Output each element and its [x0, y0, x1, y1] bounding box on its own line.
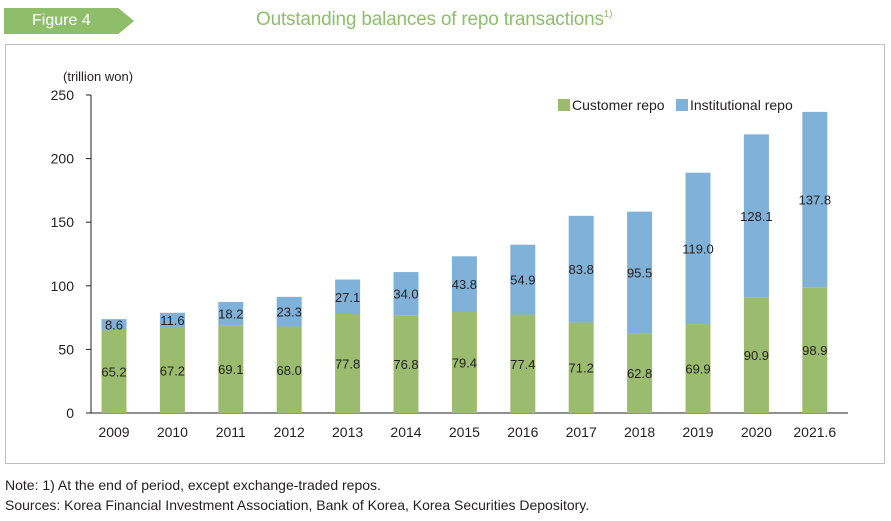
data-label-institutional-repo: 8.6 — [105, 318, 123, 333]
x-tick-label: 2010 — [157, 424, 188, 440]
x-tick-label: 2019 — [682, 424, 713, 440]
y-unit-label: (trillion won) — [63, 69, 133, 84]
data-label-customer-repo: 76.8 — [393, 357, 418, 372]
y-tick-label: 100 — [51, 278, 75, 294]
bar-customer-repo — [451, 312, 477, 413]
bar-customer-repo — [276, 326, 302, 413]
y-tick-label: 200 — [51, 151, 75, 167]
x-tick-label: 2009 — [98, 424, 129, 440]
legend-label: Customer repo — [572, 97, 665, 113]
bar-customer-repo — [510, 314, 536, 413]
axes: 0 50 100 150 200 250 — [51, 87, 848, 421]
x-tick-label: 2018 — [624, 424, 655, 440]
data-label-customer-repo: 69.1 — [218, 362, 243, 377]
bar-institutional-repo — [451, 256, 477, 313]
legend: Customer repo Institutional repo — [558, 97, 793, 113]
data-label-institutional-repo: 43.8 — [452, 277, 477, 292]
y-tick-label: 50 — [58, 341, 74, 357]
footnote: Note: 1) At the end of period, except ex… — [5, 477, 381, 493]
x-tick-label: 2015 — [449, 424, 480, 440]
x-tick-label: 2016 — [507, 424, 538, 440]
data-label-institutional-repo: 18.2 — [218, 307, 243, 322]
chart-frame — [5, 44, 885, 464]
data-label-customer-repo: 62.8 — [627, 366, 652, 381]
bar-customer-repo — [101, 330, 127, 413]
y-tick-label: 150 — [51, 214, 75, 230]
bars: 65.2 8.6 2009 67.2 11.6 2010 69.1 18.2 2011 68.0 2… — [98, 111, 836, 440]
bar-institutional-repo — [159, 312, 185, 328]
x-tick-label: 2017 — [566, 424, 597, 440]
bar-institutional-repo — [802, 111, 828, 288]
bar-customer-repo — [159, 327, 185, 413]
bar-institutional-repo — [335, 279, 361, 315]
data-label-customer-repo: 71.2 — [569, 361, 594, 376]
bar-customer-repo — [627, 333, 653, 413]
data-label-institutional-repo: 95.5 — [627, 265, 652, 280]
data-label-customer-repo: 69.9 — [685, 362, 710, 377]
data-label-customer-repo: 79.4 — [452, 356, 477, 371]
x-tick-label: 2014 — [390, 424, 421, 440]
data-label-institutional-repo: 54.9 — [510, 273, 535, 288]
chart-title: Outstanding balances of repo transaction… — [256, 9, 613, 30]
bar-institutional-repo — [218, 301, 244, 326]
bar-customer-repo — [802, 287, 828, 413]
x-tick-label: 2013 — [332, 424, 363, 440]
data-label-customer-repo: 65.2 — [101, 365, 126, 380]
legend-swatch — [676, 99, 688, 111]
x-tick-label: 2021.6 — [793, 424, 836, 440]
x-tick-label: 2020 — [741, 424, 772, 440]
bar-institutional-repo — [393, 272, 419, 316]
bar-customer-repo — [568, 322, 594, 413]
title-footnote-mark: 1) — [603, 9, 613, 20]
bar-institutional-repo — [510, 244, 536, 315]
bar-institutional-repo — [276, 296, 302, 327]
data-label-institutional-repo: 11.6 — [160, 313, 184, 328]
data-label-customer-repo: 68.0 — [277, 363, 302, 378]
bar-customer-repo — [743, 297, 769, 413]
data-label-customer-repo: 67.2 — [160, 363, 185, 378]
data-label-institutional-repo: 128.1 — [740, 209, 773, 224]
figure-label: Figure 4 — [4, 8, 134, 34]
bar-customer-repo — [685, 324, 711, 413]
y-tick-label: 0 — [66, 405, 74, 421]
bar-customer-repo — [393, 315, 419, 413]
bar-institutional-repo — [627, 211, 653, 334]
data-label-institutional-repo: 34.0 — [393, 287, 418, 302]
data-label-customer-repo: 98.9 — [802, 343, 827, 358]
bar-customer-repo — [218, 325, 244, 413]
bar-institutional-repo — [743, 134, 769, 298]
x-tick-label: 2011 — [216, 424, 246, 440]
bar-customer-repo — [335, 314, 361, 413]
data-label-institutional-repo: 137.8 — [799, 193, 832, 208]
x-tick-label: 2012 — [274, 424, 305, 440]
data-label-customer-repo: 77.8 — [335, 357, 360, 372]
bar-institutional-repo — [685, 172, 711, 325]
bar-institutional-repo — [568, 215, 594, 323]
sources-note: Sources: Korea Financial Investment Asso… — [5, 497, 590, 513]
bar-institutional-repo — [101, 319, 127, 331]
data-label-institutional-repo: 119.0 — [682, 241, 714, 256]
legend-label: Institutional repo — [690, 97, 793, 113]
data-label-institutional-repo: 27.1 — [335, 290, 360, 305]
y-tick-label: 250 — [51, 87, 75, 103]
data-label-customer-repo: 77.4 — [510, 357, 535, 372]
data-label-institutional-repo: 23.3 — [277, 305, 302, 320]
data-label-customer-repo: 90.9 — [744, 348, 769, 363]
data-label-institutional-repo: 83.8 — [569, 262, 594, 277]
legend-swatch — [558, 99, 570, 111]
